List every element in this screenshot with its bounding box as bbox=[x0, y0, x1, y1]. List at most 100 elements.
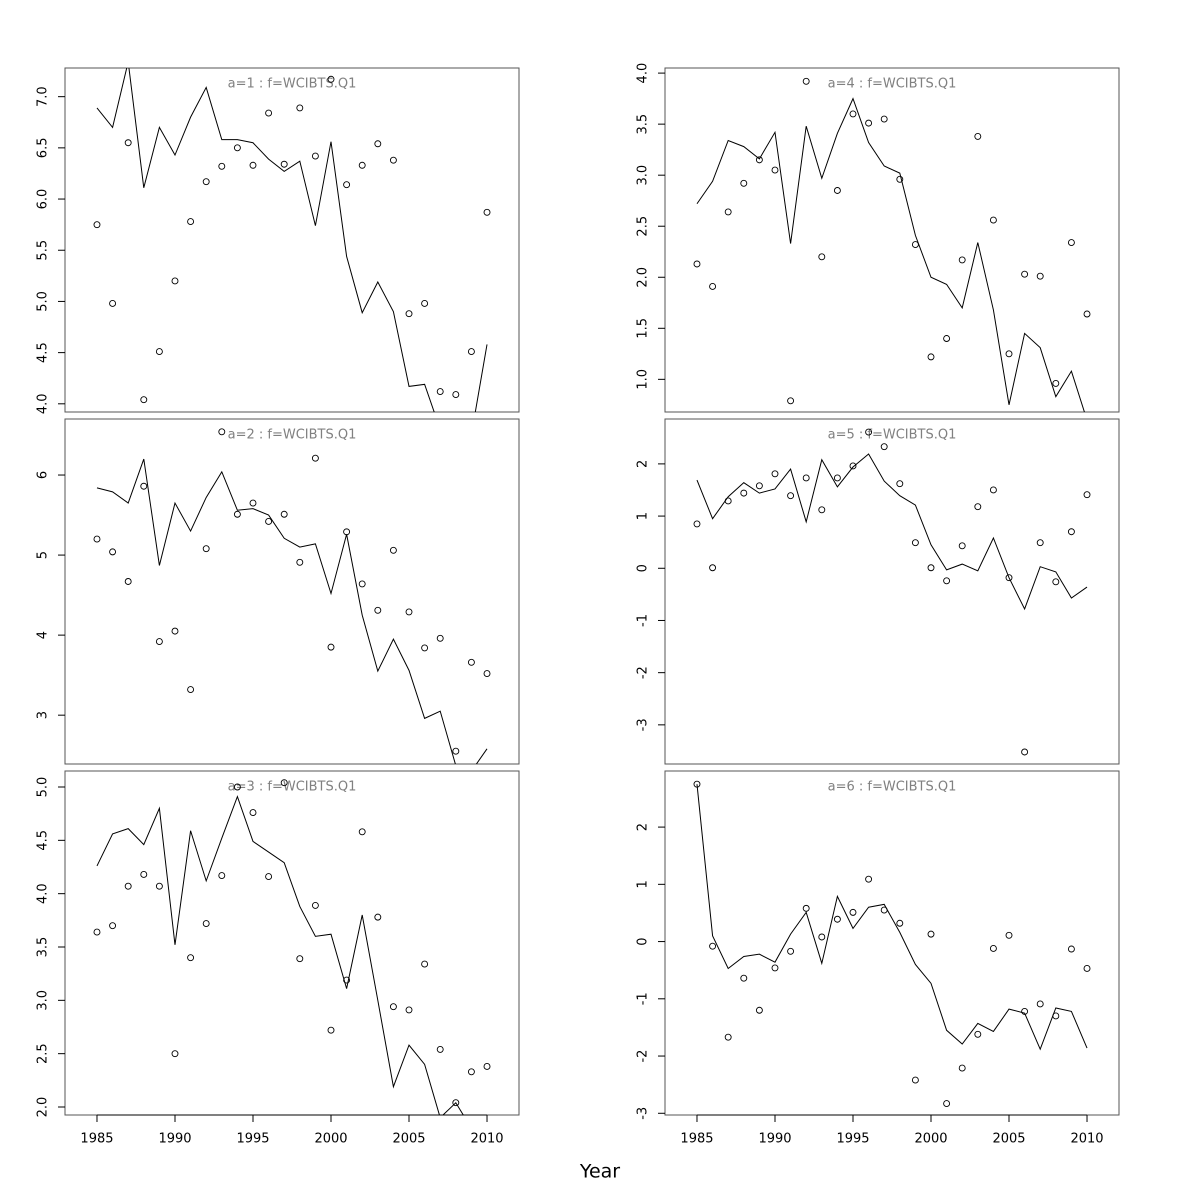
y-tick-label: -3 bbox=[636, 1107, 651, 1120]
data-point bbox=[943, 577, 951, 585]
data-point bbox=[1052, 379, 1060, 387]
data-point bbox=[327, 75, 335, 83]
data-point bbox=[265, 518, 273, 525]
data-point bbox=[140, 482, 148, 490]
data-point bbox=[421, 960, 429, 968]
data-point bbox=[1005, 350, 1013, 358]
x-tick-label: 1990 bbox=[158, 1132, 191, 1147]
y-tick-label: 3.0 bbox=[636, 165, 651, 186]
data-point bbox=[280, 510, 288, 518]
data-point bbox=[755, 482, 763, 490]
data-point bbox=[218, 872, 226, 879]
data-point bbox=[755, 156, 763, 164]
data-point bbox=[124, 139, 132, 147]
data-point bbox=[249, 499, 257, 507]
data-point bbox=[280, 779, 288, 787]
data-point bbox=[124, 882, 132, 890]
y-tick-label: 2.0 bbox=[636, 267, 651, 288]
data-point bbox=[171, 627, 179, 635]
data-point bbox=[467, 658, 475, 666]
data-point bbox=[989, 216, 997, 224]
data-point bbox=[483, 670, 491, 677]
plot-frame bbox=[664, 67, 1120, 413]
y-tick-label: 2 bbox=[636, 823, 651, 831]
data-point bbox=[787, 492, 795, 500]
data-point bbox=[343, 976, 351, 984]
x-tick-label: 2005 bbox=[992, 1132, 1025, 1147]
data-point bbox=[849, 908, 857, 916]
data-point bbox=[927, 564, 935, 572]
data-point bbox=[896, 919, 904, 927]
y-tick-label: 0 bbox=[636, 937, 651, 945]
plot-frame bbox=[664, 418, 1120, 765]
plot-area bbox=[693, 780, 1091, 1108]
data-point bbox=[927, 930, 935, 938]
data-point bbox=[233, 510, 241, 518]
data-point bbox=[374, 606, 382, 614]
data-point bbox=[958, 256, 966, 264]
data-point bbox=[343, 528, 351, 536]
y-tick-label: 7.0 bbox=[36, 86, 51, 107]
data-point bbox=[358, 580, 366, 588]
data-point bbox=[202, 545, 210, 553]
data-point bbox=[389, 1003, 397, 1011]
y-tick-label: -1 bbox=[636, 614, 651, 627]
data-point bbox=[405, 1006, 413, 1014]
y-tick-label: 2.5 bbox=[36, 1043, 51, 1064]
x-tick-label: 1990 bbox=[758, 1132, 791, 1147]
data-point bbox=[989, 486, 997, 494]
data-point bbox=[483, 208, 491, 216]
data-point bbox=[140, 871, 148, 878]
fitted-line bbox=[696, 97, 1085, 412]
fitted-line bbox=[696, 453, 1088, 611]
data-point bbox=[1036, 539, 1044, 547]
data-point bbox=[849, 462, 857, 470]
data-point bbox=[880, 115, 888, 123]
data-point bbox=[724, 1033, 732, 1041]
data-point bbox=[943, 1100, 951, 1108]
data-point bbox=[280, 160, 288, 168]
data-point bbox=[421, 644, 429, 652]
panel-title: a=5 : f=WCIBTS.Q1 bbox=[828, 428, 957, 443]
x-tick-label: 1995 bbox=[836, 1132, 869, 1147]
data-point bbox=[802, 904, 810, 912]
y-tick-label: 2.5 bbox=[636, 216, 651, 237]
fitted-line bbox=[96, 795, 464, 1115]
data-point bbox=[171, 277, 179, 285]
data-point bbox=[1036, 272, 1044, 280]
data-point bbox=[140, 396, 148, 404]
y-tick-label: 5.0 bbox=[36, 291, 51, 312]
data-point bbox=[771, 166, 779, 174]
y-tick-label: 3.0 bbox=[36, 990, 51, 1011]
data-point bbox=[1005, 574, 1013, 582]
data-point bbox=[1067, 945, 1075, 953]
data-point bbox=[865, 428, 873, 436]
data-point bbox=[389, 546, 397, 554]
data-point bbox=[109, 548, 117, 556]
data-point bbox=[467, 348, 475, 356]
data-point bbox=[818, 933, 826, 941]
plot-area bbox=[693, 77, 1091, 412]
data-point bbox=[818, 253, 826, 261]
data-point bbox=[833, 187, 841, 194]
data-point bbox=[849, 110, 857, 118]
data-point bbox=[911, 1076, 919, 1084]
panel-title: a=3 : f=WCIBTS.Q1 bbox=[228, 780, 357, 795]
x-tick-label: 2005 bbox=[392, 1132, 425, 1147]
data-point bbox=[974, 1030, 982, 1038]
data-point bbox=[709, 282, 717, 290]
data-point bbox=[974, 132, 982, 140]
data-point bbox=[911, 241, 919, 249]
x-tick-label: 2010 bbox=[470, 1132, 503, 1147]
plot-frame bbox=[64, 770, 520, 1116]
data-point bbox=[1021, 748, 1029, 756]
data-point bbox=[296, 955, 304, 963]
data-point bbox=[787, 947, 795, 955]
y-tick-label: 5.5 bbox=[36, 240, 51, 261]
data-point bbox=[740, 974, 748, 982]
y-tick-label: 1.5 bbox=[636, 318, 651, 339]
y-tick-label: 4.0 bbox=[36, 883, 51, 904]
data-point bbox=[389, 156, 397, 164]
data-point bbox=[171, 1050, 179, 1058]
